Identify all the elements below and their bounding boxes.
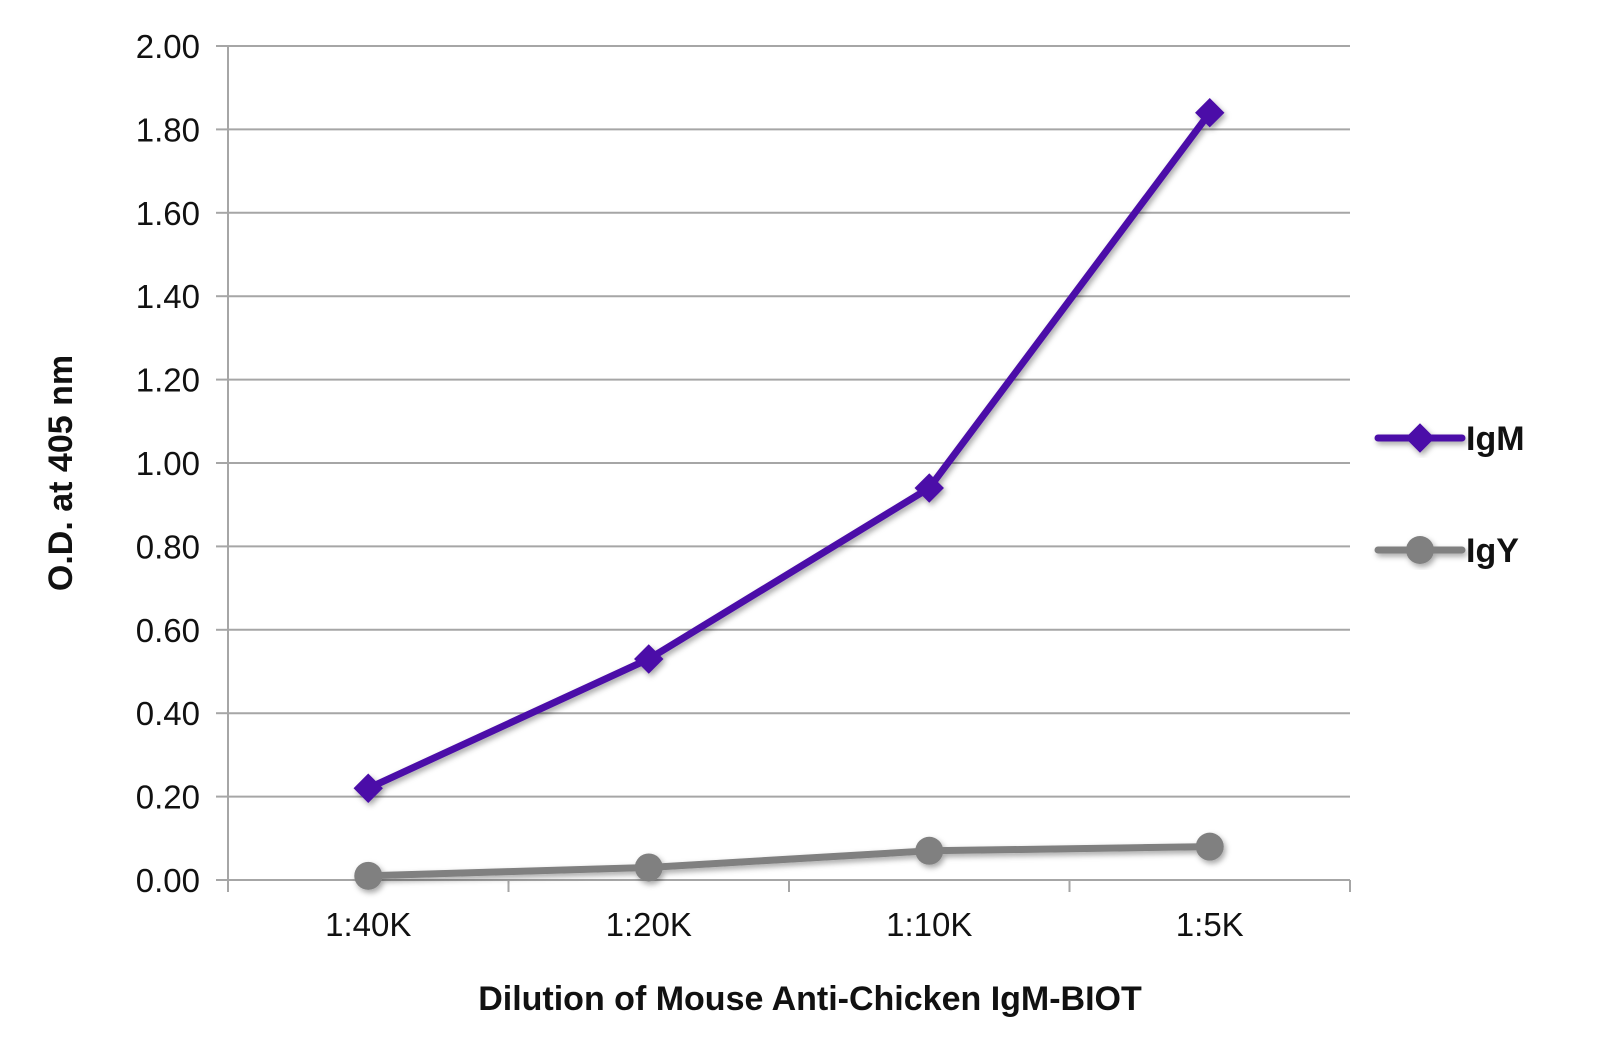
data-point-igy bbox=[1195, 832, 1224, 861]
legend: IgM IgY bbox=[1374, 420, 1525, 570]
series-group bbox=[353, 98, 1225, 890]
x-tick-label: 1:5K bbox=[1176, 906, 1244, 943]
y-tick-label: 1.80 bbox=[136, 111, 200, 148]
y-tick-label: 0.80 bbox=[136, 528, 200, 565]
x-tick-label: 1:10K bbox=[886, 906, 972, 943]
y-tick-label: 1.00 bbox=[136, 445, 200, 482]
axes bbox=[216, 45, 1351, 892]
y-tick-label: 0.40 bbox=[136, 695, 200, 732]
gridlines bbox=[228, 45, 1350, 798]
x-tick-label: 1:20K bbox=[606, 906, 692, 943]
y-tick-label: 2.00 bbox=[136, 28, 200, 65]
data-point-igm bbox=[1195, 98, 1225, 128]
legend-marker bbox=[1406, 536, 1434, 564]
series-igm bbox=[353, 98, 1225, 803]
legend-label: IgM bbox=[1466, 420, 1525, 458]
data-point-igy bbox=[354, 861, 383, 890]
legend-marker bbox=[1405, 423, 1435, 453]
y-tick-label: 0.00 bbox=[136, 862, 200, 899]
y-tick-label: 1.60 bbox=[136, 195, 200, 232]
legend-item-igm bbox=[1374, 423, 1466, 453]
data-point-igy bbox=[634, 853, 663, 882]
series-igy bbox=[354, 832, 1224, 890]
series-line-igm bbox=[364, 109, 1214, 792]
y-tick-labels: 0.00 0.20 0.40 0.60 0.80 1.00 1.20 1.40 1.60 1.80… bbox=[136, 28, 200, 899]
data-point-igy bbox=[915, 836, 944, 865]
data-point-igm bbox=[914, 473, 944, 503]
legend-item-igy bbox=[1374, 536, 1466, 564]
data-point-igm bbox=[634, 644, 664, 674]
series-line-igy bbox=[364, 843, 1214, 880]
y-axis-title: O.D. at 405 nm bbox=[42, 355, 80, 591]
y-tick-label: 1.20 bbox=[136, 362, 200, 399]
x-axis-title: Dilution of Mouse Anti-Chicken IgM-BIOT bbox=[478, 980, 1142, 1018]
x-tick-label: 1:40K bbox=[325, 906, 411, 943]
data-point-igm bbox=[353, 773, 383, 803]
y-tick-label: 0.20 bbox=[136, 779, 200, 816]
legend-label: IgY bbox=[1466, 532, 1519, 570]
x-tick-labels: 1:40K 1:20K 1:10K 1:5K bbox=[325, 906, 1244, 943]
y-tick-label: 0.60 bbox=[136, 612, 200, 649]
y-tick-label: 1.40 bbox=[136, 278, 200, 315]
